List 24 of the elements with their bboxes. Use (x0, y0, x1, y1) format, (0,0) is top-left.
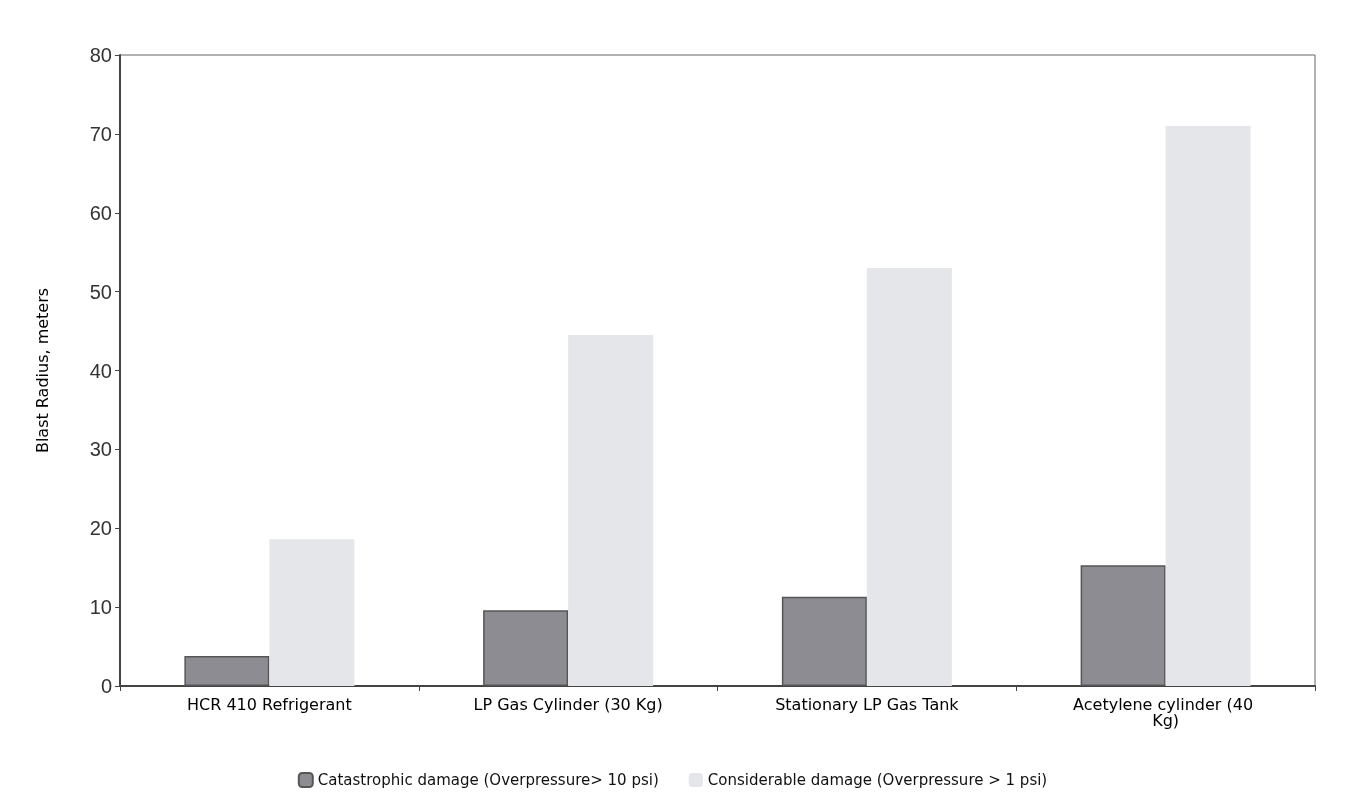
y-tick-label: 70 (89, 122, 112, 145)
y-tick-label: 20 (89, 517, 112, 540)
x-tick-label: Acetylene cylinder (40 Kg) (1073, 694, 1259, 730)
y-tick-label: 50 (89, 280, 112, 303)
x-tick-label: Stationary LP Gas Tank (775, 694, 960, 714)
x-tick-label: HCR 410 Refrigerant (187, 694, 352, 714)
y-tick-label: 40 (89, 359, 112, 382)
legend-label: Catastrophic damage (Overpressure> 10 psi) (317, 771, 659, 789)
bar (781, 596, 867, 686)
bar (184, 656, 270, 686)
y-axis-title: Blast Radius, meters (32, 287, 52, 454)
y-tick-label: 0 (100, 675, 112, 697)
bar (1080, 565, 1166, 686)
x-tick-label: LP Gas Cylinder (30 Kg) (473, 694, 663, 714)
bar (269, 539, 355, 686)
bar (568, 335, 654, 686)
bar (866, 267, 952, 686)
y-tick-label: 10 (89, 596, 112, 619)
bar (483, 610, 569, 686)
legend-label: Considerable damage (Overpressure > 1 psi) (707, 771, 1048, 789)
y-tick-label: 60 (89, 201, 112, 224)
y-tick-label: 30 (89, 438, 112, 461)
y-tick-label: 80 (89, 44, 112, 66)
bar (1165, 125, 1251, 686)
